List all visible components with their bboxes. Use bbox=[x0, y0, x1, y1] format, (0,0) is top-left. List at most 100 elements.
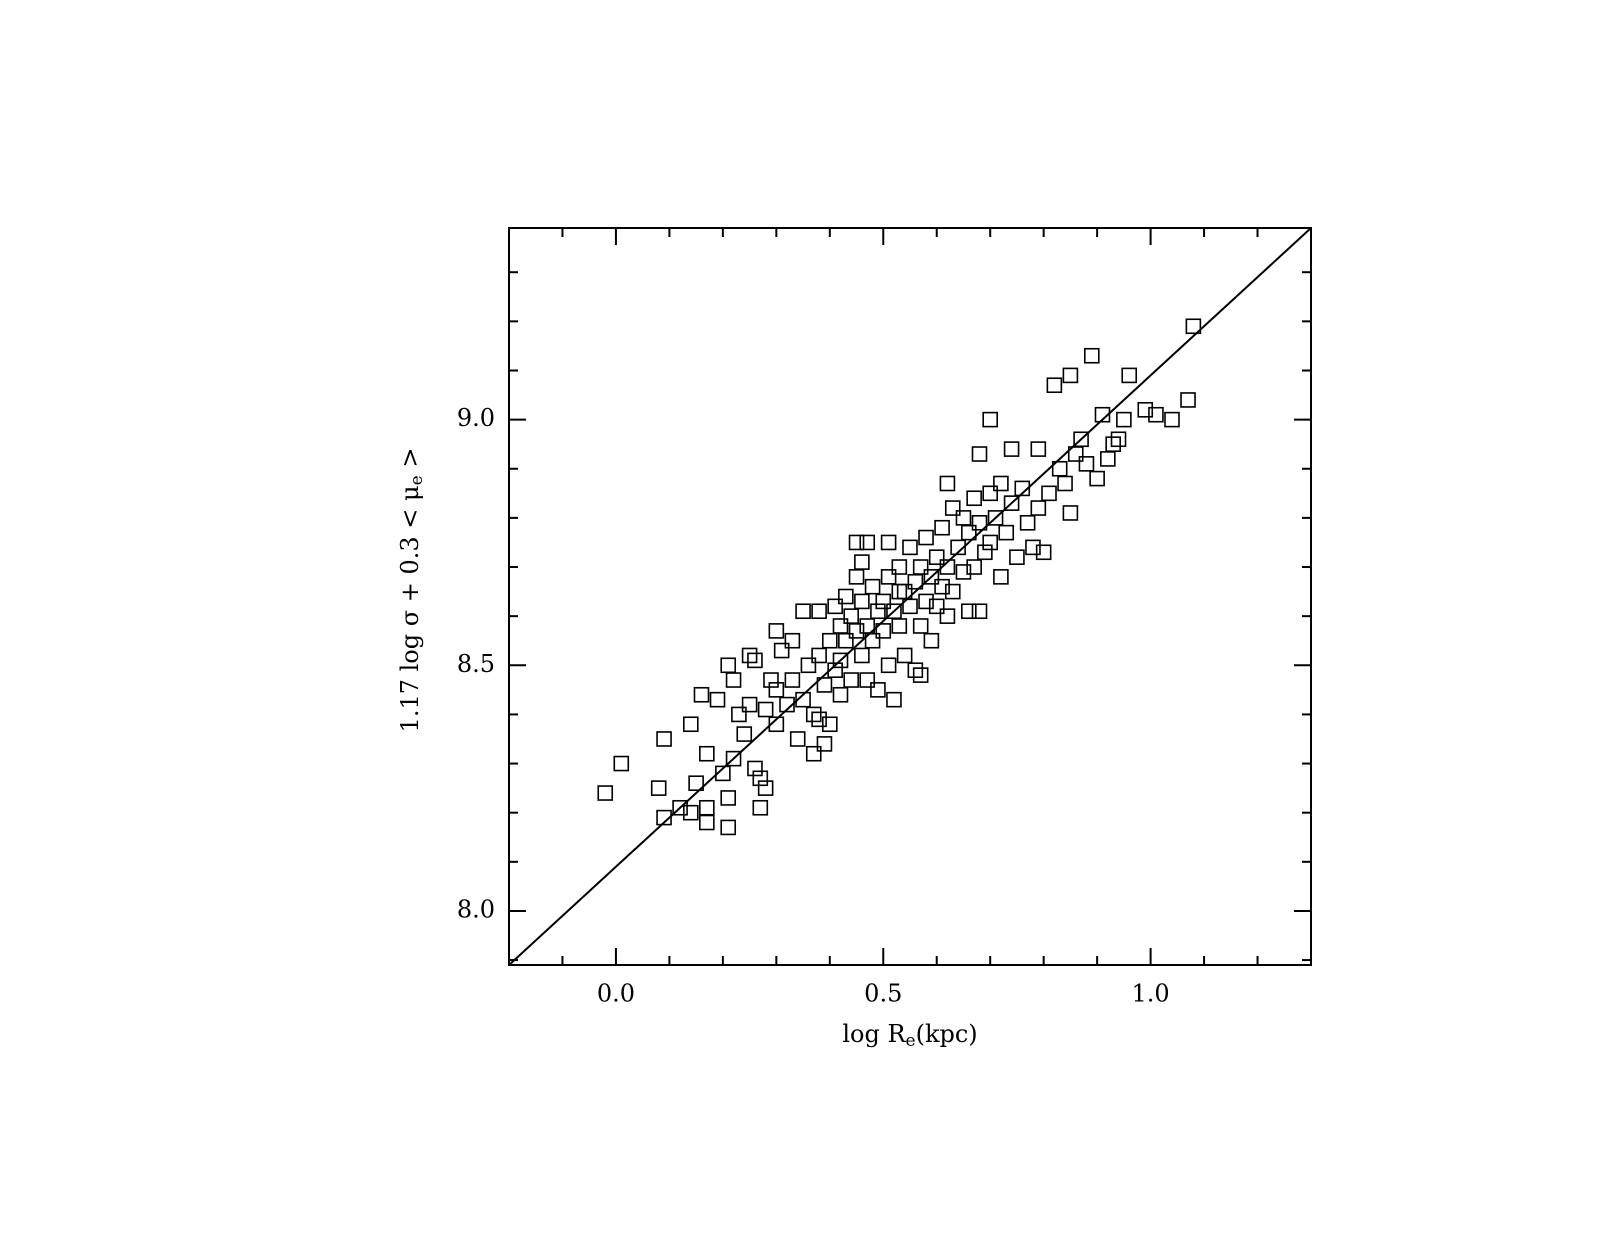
data-point bbox=[832, 618, 849, 634]
data-point bbox=[757, 701, 774, 718]
data-point bbox=[1003, 441, 1020, 457]
data-point bbox=[854, 593, 870, 610]
data-point bbox=[848, 569, 865, 585]
data-point bbox=[1083, 347, 1100, 364]
data-point bbox=[821, 716, 838, 733]
data-point bbox=[987, 510, 1004, 526]
data-point bbox=[939, 559, 956, 575]
data-point bbox=[1164, 411, 1180, 428]
data-point bbox=[1185, 318, 1202, 335]
data-point bbox=[966, 559, 982, 575]
data-point bbox=[768, 716, 785, 733]
plot-frame bbox=[508, 227, 1312, 966]
data-point bbox=[1003, 495, 1020, 511]
data-point bbox=[939, 475, 956, 492]
data-point bbox=[768, 682, 785, 698]
data-point bbox=[699, 814, 715, 831]
data-point bbox=[1019, 514, 1036, 531]
data-point bbox=[891, 583, 908, 600]
data-point bbox=[993, 569, 1009, 585]
data-point bbox=[1057, 475, 1073, 492]
data-point bbox=[891, 559, 908, 575]
data-point bbox=[950, 539, 966, 556]
data-point bbox=[998, 524, 1015, 541]
data-point bbox=[1046, 377, 1063, 394]
data-point bbox=[1041, 485, 1057, 502]
data-point bbox=[773, 642, 790, 659]
data-point bbox=[1025, 539, 1041, 556]
y-tick-label: 8.5 bbox=[457, 650, 495, 678]
data-point bbox=[880, 569, 897, 585]
data-point bbox=[934, 519, 950, 536]
data-point bbox=[1030, 500, 1047, 516]
data-point bbox=[725, 750, 742, 767]
data-point bbox=[854, 554, 870, 570]
data-point bbox=[955, 564, 972, 580]
data-point bbox=[886, 691, 902, 708]
data-point bbox=[720, 657, 737, 674]
y-tick-label: 8.0 bbox=[457, 895, 495, 923]
data-point bbox=[875, 593, 892, 610]
data-point bbox=[859, 672, 876, 688]
data-point bbox=[832, 686, 849, 703]
data-point bbox=[982, 411, 999, 428]
data-point bbox=[827, 598, 843, 615]
data-point bbox=[982, 534, 999, 551]
data-point bbox=[709, 691, 726, 708]
data-point bbox=[779, 696, 795, 713]
data-point bbox=[725, 672, 742, 688]
data-point bbox=[971, 603, 988, 620]
data-point bbox=[1180, 392, 1196, 408]
data-point bbox=[1121, 367, 1138, 384]
data-point bbox=[741, 696, 758, 713]
data-point bbox=[1137, 401, 1154, 418]
data-point bbox=[896, 647, 913, 664]
data-point bbox=[848, 534, 865, 551]
data-point bbox=[752, 770, 769, 787]
data-point bbox=[693, 686, 710, 703]
data-point bbox=[912, 618, 929, 634]
data-point bbox=[795, 603, 811, 620]
data-point bbox=[1073, 431, 1089, 448]
data-point bbox=[961, 524, 977, 541]
data-point bbox=[848, 623, 865, 639]
data-point bbox=[736, 726, 753, 742]
data-point bbox=[939, 608, 956, 624]
data-point bbox=[1078, 456, 1095, 472]
data-point bbox=[720, 819, 737, 836]
data-point bbox=[597, 785, 614, 801]
data-point bbox=[934, 578, 950, 595]
y-tick-label: 9.0 bbox=[457, 404, 495, 432]
data-point bbox=[977, 544, 993, 561]
data-point bbox=[650, 780, 667, 796]
data-point bbox=[784, 632, 801, 649]
data-point bbox=[816, 677, 833, 693]
data-point bbox=[875, 623, 892, 639]
data-point bbox=[747, 760, 763, 777]
data-point bbox=[752, 799, 769, 816]
data-point bbox=[656, 731, 672, 747]
data-point bbox=[805, 706, 822, 723]
data-point bbox=[993, 475, 1009, 492]
data-point bbox=[880, 657, 897, 674]
data-point bbox=[656, 809, 672, 826]
data-point bbox=[1105, 436, 1121, 452]
data-point bbox=[923, 632, 940, 649]
data-point bbox=[843, 608, 859, 624]
data-point bbox=[891, 618, 908, 634]
data-point bbox=[741, 647, 758, 664]
data-point bbox=[880, 534, 897, 551]
data-point bbox=[1014, 480, 1031, 497]
data-point bbox=[907, 662, 924, 679]
data-point bbox=[912, 667, 929, 683]
data-point bbox=[682, 716, 699, 733]
data-point bbox=[864, 632, 881, 649]
data-point bbox=[1100, 451, 1116, 467]
data-point bbox=[768, 623, 785, 639]
data-point bbox=[870, 682, 886, 698]
data-point bbox=[928, 549, 945, 565]
data-point bbox=[757, 780, 774, 796]
data-point bbox=[821, 632, 838, 649]
data-point bbox=[944, 583, 961, 600]
